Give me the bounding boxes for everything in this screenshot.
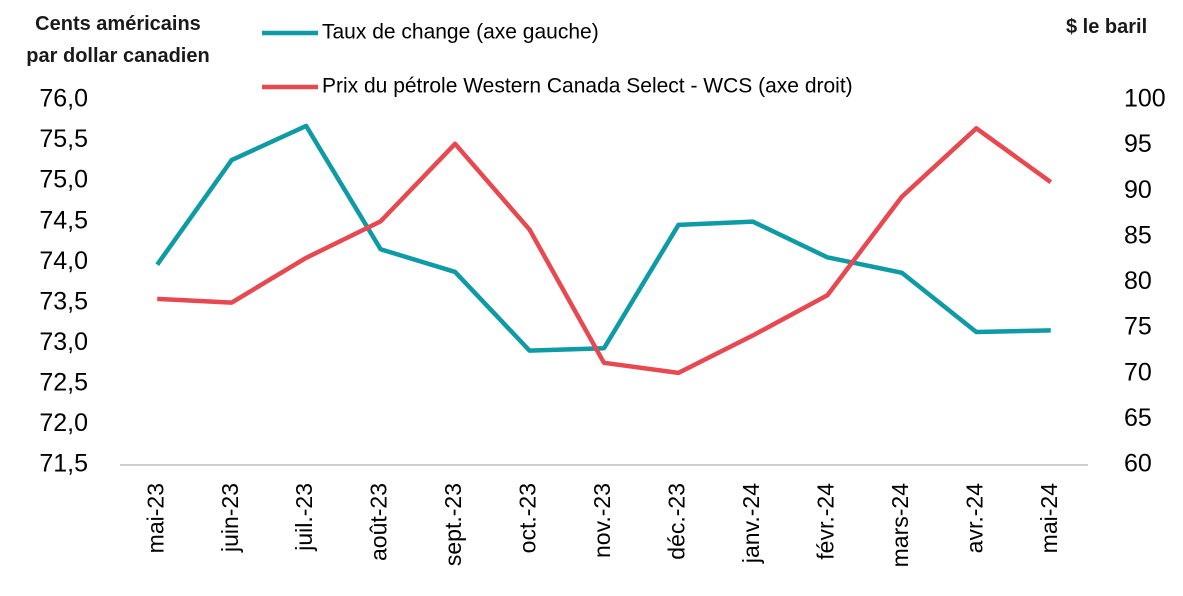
y2-tick-label: 65 [1124,404,1152,432]
legend-label: Prix du pétrole Western Canada Select - … [322,75,853,98]
y-tick-label: 72,0 [39,409,88,437]
x-tick-label: févr.-24 [812,483,838,560]
x-tick-label: mars-24 [887,483,913,568]
y-tick-label: 73,5 [39,287,88,315]
y2-tick-label: 80 [1124,267,1152,295]
y2-axis-title: $ le baril [1066,16,1148,38]
legend-label: Taux de change (axe gauche) [322,21,599,44]
y2-tick-label: 95 [1124,130,1152,158]
series-line [157,126,1053,376]
y-tick-label: 74,5 [39,206,88,234]
y2-tick-label: 85 [1124,221,1152,249]
y-axis-title: Cents américains par dollar canadien [26,13,210,67]
x-tick-label: juil.-23 [291,483,317,552]
x-tick-label: janv.-24 [738,483,764,564]
y-tick-label: 75,0 [39,166,88,194]
y2-tick-label: 75 [1124,313,1152,341]
x-tick-label: août-23 [366,483,392,561]
y-tick-label: 76,0 [39,85,88,113]
y2-tick-label: 100 [1124,85,1166,113]
y-tick-label: 71,5 [39,450,88,478]
y-tick-label: 74,0 [39,247,88,275]
x-tick-label: sept.-23 [440,483,466,566]
x-tick-label: nov.-23 [589,483,615,558]
series-line [155,123,1051,353]
y2-tick-label: 70 [1124,358,1152,386]
x-tick-label: oct.-23 [515,483,541,553]
x-tick-label: déc.-23 [664,483,690,560]
x-tick-label: mai-24 [1036,483,1062,554]
x-tick-label: avr.-24 [961,483,987,554]
y2-tick-label: 90 [1124,176,1152,204]
x-tick-label: juin-23 [217,483,243,553]
y-tick-label: 72,5 [39,368,88,396]
y-tick-label: 75,5 [39,125,88,153]
y2-tick-label: 60 [1124,450,1152,478]
y-tick-label: 73,0 [39,328,88,356]
x-tick-label: mai-23 [142,483,168,553]
